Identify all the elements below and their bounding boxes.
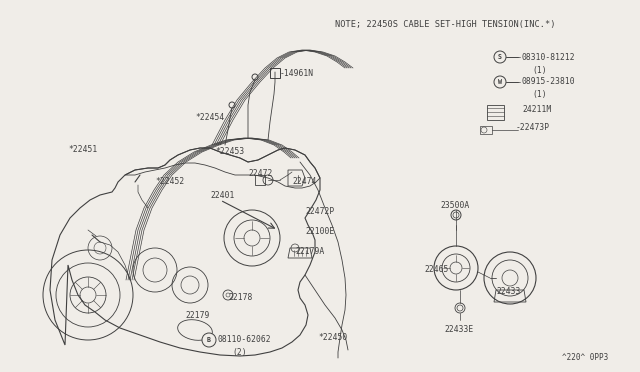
Text: S: S [498,54,502,60]
Text: 08915-23810: 08915-23810 [522,77,575,87]
Text: 22178: 22178 [228,294,252,302]
Text: (1): (1) [532,65,547,74]
Text: 22433: 22433 [496,288,520,296]
Text: 24211M: 24211M [522,106,551,115]
Text: 22179: 22179 [185,311,209,320]
Text: 22433E: 22433E [444,326,473,334]
Text: 22472: 22472 [248,169,273,177]
Text: -22473P: -22473P [516,124,550,132]
Text: *22453: *22453 [215,148,244,157]
Text: 23500A: 23500A [440,201,469,209]
Circle shape [494,76,506,88]
Text: *22452: *22452 [155,177,184,186]
Text: -14961N: -14961N [280,68,314,77]
Text: B: B [207,337,211,343]
Text: 08110-62062: 08110-62062 [218,336,271,344]
Text: 22474: 22474 [292,177,316,186]
Circle shape [202,333,216,347]
Text: *22450: *22450 [318,334,348,343]
Text: W: W [498,79,502,85]
Text: 22465: 22465 [424,266,449,275]
Text: (2): (2) [232,347,246,356]
Text: NOTE; 22450S CABLE SET-HIGH TENSION(INC.*): NOTE; 22450S CABLE SET-HIGH TENSION(INC.… [335,20,556,29]
Circle shape [494,51,506,63]
Text: 08310-81212: 08310-81212 [522,52,575,61]
Text: (1): (1) [532,90,547,99]
Text: ^220^ 0PP3: ^220^ 0PP3 [562,353,608,362]
Text: 22472P: 22472P [305,208,334,217]
Text: *22454: *22454 [195,113,224,122]
Text: 22100E: 22100E [305,228,334,237]
Text: 22401: 22401 [210,190,234,199]
Text: *22451: *22451 [68,145,97,154]
Text: 22179A: 22179A [295,247,324,257]
